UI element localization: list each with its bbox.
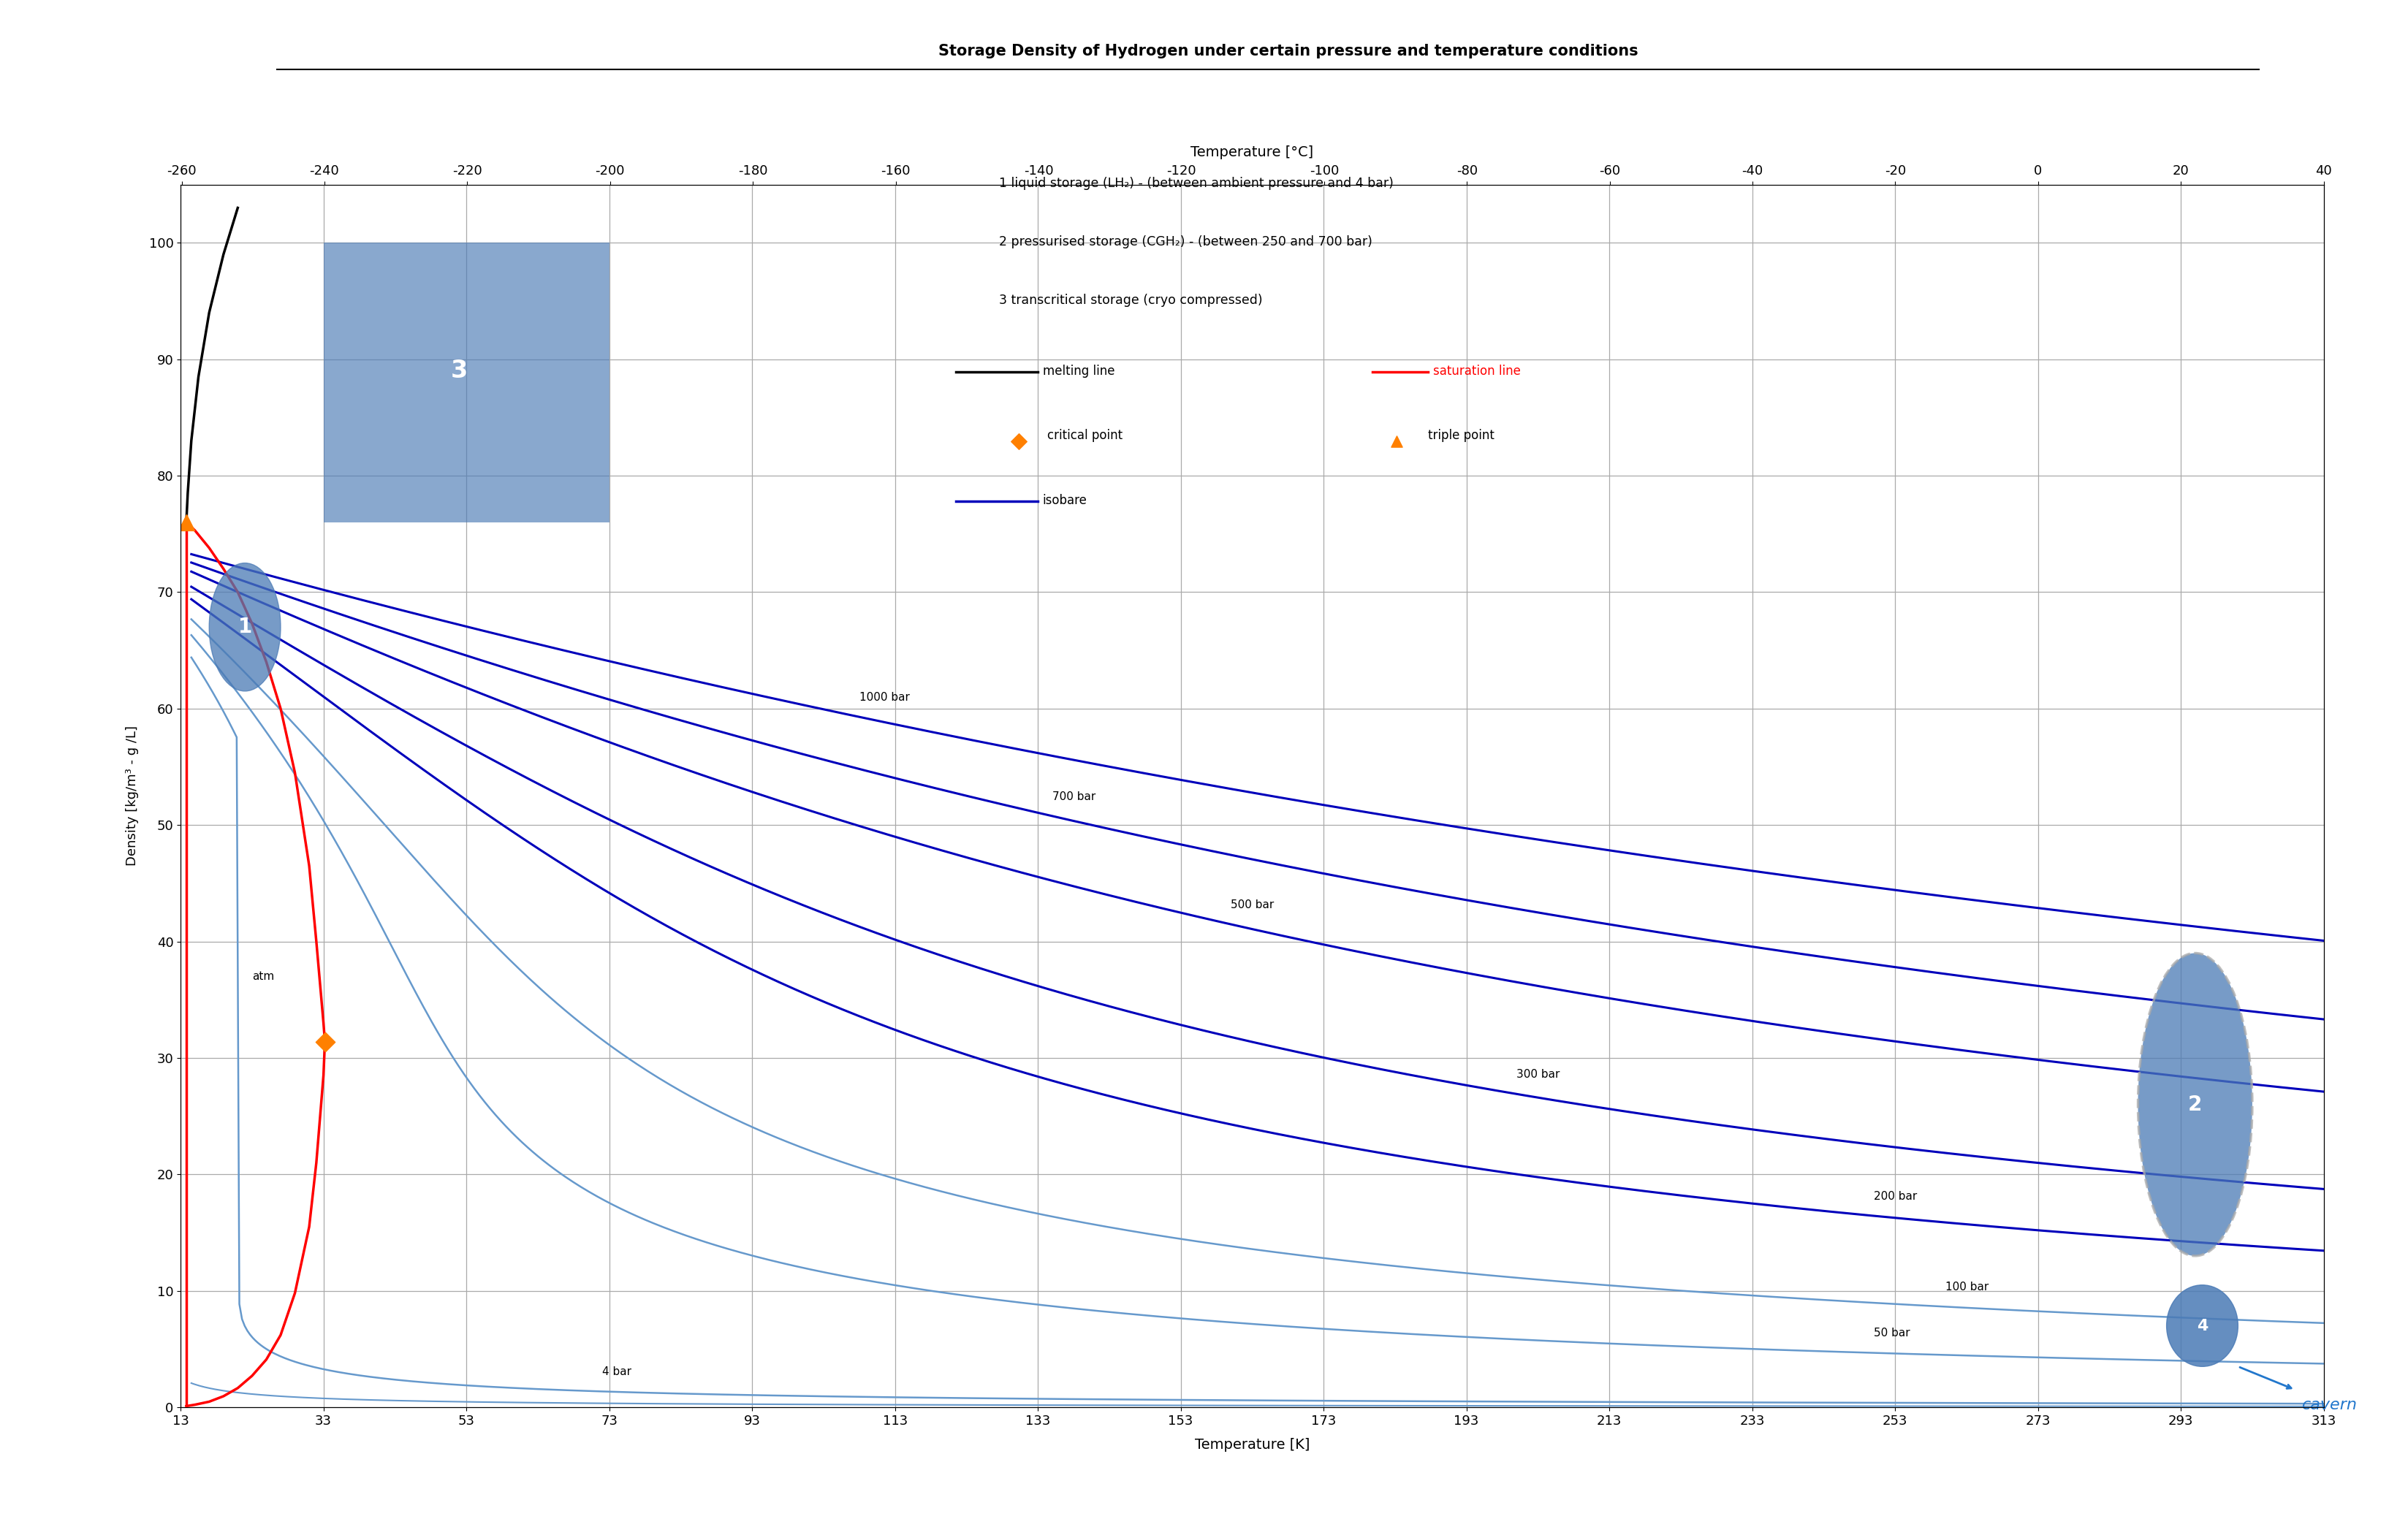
Text: 2 pressurised storage (CGH₂) - (between 250 and 700 bar): 2 pressurised storage (CGH₂) - (between … [999,235,1373,249]
Text: 3: 3 [450,358,467,383]
Point [166,511,205,535]
Ellipse shape [2167,1286,2237,1367]
Text: saturation line: saturation line [1433,365,1519,378]
Text: isobare: isobare [1043,494,1086,508]
Text: 1 liquid storage (LH₂) - (between ambient pressure and 4 bar): 1 liquid storage (LH₂) - (between ambien… [999,177,1394,191]
Point [999,429,1038,454]
X-axis label: Temperature [°C]: Temperature [°C] [1190,145,1315,158]
Text: 100 bar: 100 bar [1946,1281,1989,1293]
Text: critical point: critical point [1047,429,1122,443]
X-axis label: Temperature [K]: Temperature [K] [1194,1438,1310,1452]
Text: melting line: melting line [1043,365,1115,378]
Ellipse shape [209,563,282,691]
Text: 300 bar: 300 bar [1517,1069,1560,1080]
Text: triple point: triple point [1428,429,1495,443]
Text: 1000 bar: 1000 bar [860,692,910,703]
Y-axis label: Density [kg/m³ - g /L]: Density [kg/m³ - g /L] [125,726,140,866]
Text: 4: 4 [2196,1318,2208,1333]
Polygon shape [323,243,609,523]
Point [306,1029,344,1054]
Text: 2: 2 [2189,1094,2203,1115]
Ellipse shape [2138,954,2251,1257]
Text: 700 bar: 700 bar [1052,791,1096,801]
Text: cavern: cavern [2302,1398,2357,1412]
Text: 3 transcritical storage (cryo compressed): 3 transcritical storage (cryo compressed… [999,294,1262,308]
Text: atm: atm [253,970,275,981]
Text: 50 bar: 50 bar [1873,1327,1910,1340]
Text: Storage Density of Hydrogen under certain pressure and temperature conditions: Storage Density of Hydrogen under certai… [939,43,1637,58]
Text: 500 bar: 500 bar [1230,900,1274,910]
Point [1377,429,1416,454]
Text: 4 bar: 4 bar [602,1366,631,1378]
Text: 200 bar: 200 bar [1873,1190,1917,1201]
Text: 1: 1 [238,617,253,637]
